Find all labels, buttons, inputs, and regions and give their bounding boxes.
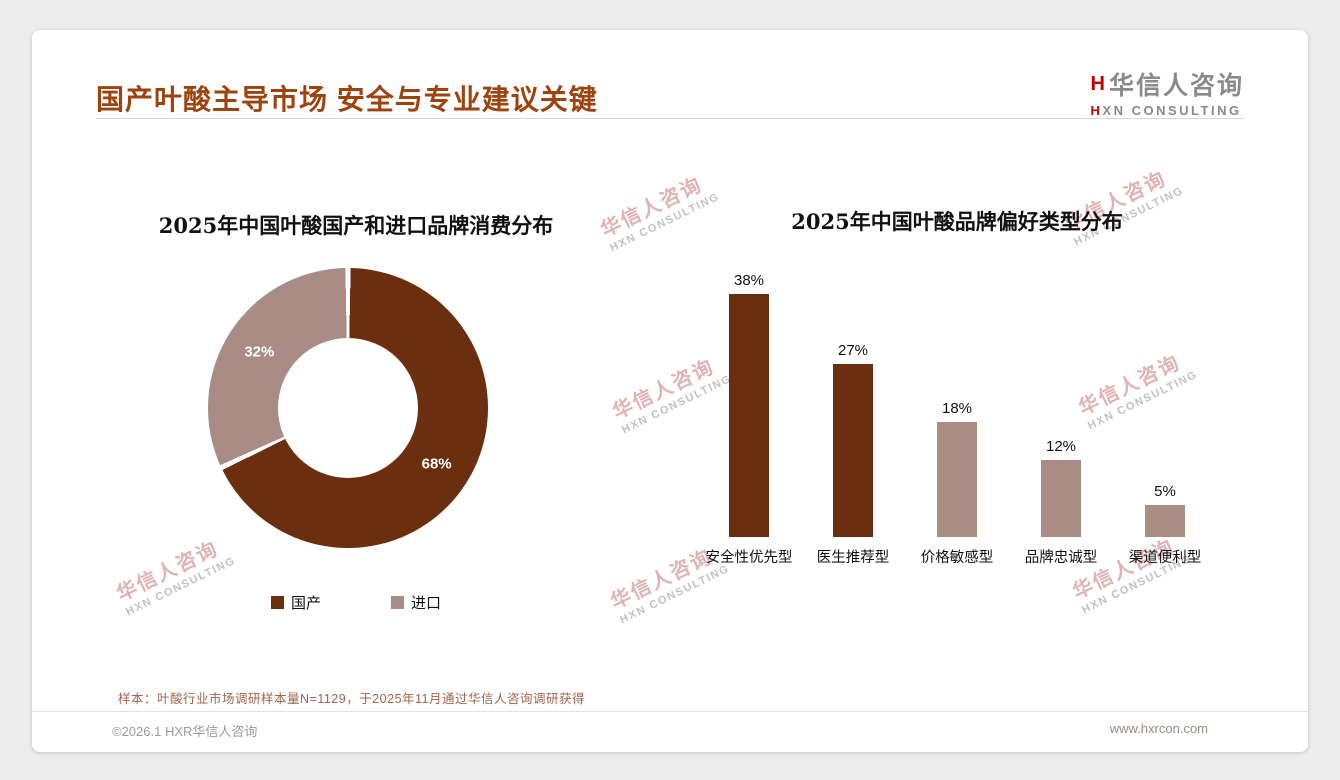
donut-legend: 国产 进口 <box>96 592 616 613</box>
bar-column: 12% 品牌忠诚型 <box>1009 268 1113 567</box>
donut-labels: 68% 32% <box>208 268 488 548</box>
bar <box>1041 460 1081 537</box>
logo-english-name: HXN CONSULTING <box>1091 103 1244 118</box>
bar-value-label: 18% <box>941 399 973 417</box>
bar <box>1145 505 1185 537</box>
company-logo: H 华信人咨询 HXN CONSULTING <box>1091 66 1244 118</box>
legend-label: 国产 <box>290 595 321 612</box>
donut-chart: 68% 32% <box>208 268 488 548</box>
footer-divider <box>32 711 1308 712</box>
bar <box>833 364 873 537</box>
watermark-en: HXN CONSULTING <box>618 562 732 627</box>
bar-column: 5% 渠道便利型 <box>1113 268 1217 567</box>
legend-label: 进口 <box>411 595 442 612</box>
legend-item: 国产 <box>270 592 321 613</box>
donut-slice-label: 68% <box>421 455 452 473</box>
legend-swatch <box>270 596 284 609</box>
copyright-text: ©2026.1 HXR华信人咨询 <box>112 724 258 739</box>
page-title: 国产叶酸主导市场 安全与专业建议关键 <box>96 84 598 115</box>
logo-english-h: H <box>1090 103 1103 118</box>
logo-english-rest: XN CONSULTING <box>1102 103 1242 118</box>
legend-swatch <box>391 596 404 609</box>
bar-chart-title: 2025年中国叶酸品牌偏好类型分布 <box>791 209 1123 234</box>
donut-slice-label: 32% <box>244 343 275 361</box>
bar-category-label: 品牌忠诚型 <box>1024 550 1098 566</box>
bar-category-label: 渠道便利型 <box>1128 550 1202 566</box>
website-text: www.hxrcon.com <box>1109 721 1208 736</box>
header-divider <box>96 118 1244 119</box>
legend-item: 进口 <box>391 592 441 613</box>
bar-column: 27% 医生推荐型 <box>801 268 905 567</box>
logo-chinese-name: 华信人咨询 <box>1108 72 1244 100</box>
donut-chart-title: 2025年中国叶酸国产和进口品牌消费分布 <box>158 213 554 238</box>
bar-category-label: 安全性优先型 <box>705 550 793 566</box>
logo-mark-icon: H <box>1090 72 1105 95</box>
bar-chart: 38% 安全性优先型 27% 医生推荐型 18% 价格敏感型 12% 品牌忠诚型 5% 渠道便利型 <box>697 268 1217 567</box>
slide-card: 华信人咨询 HXN CONSULTING 华信人咨询 HXN CONSULTIN… <box>32 30 1308 752</box>
bar <box>729 293 769 537</box>
bar-value-label: 38% <box>733 271 765 289</box>
bar-value-label: 12% <box>1045 438 1077 456</box>
bar-category-label: 医生推荐型 <box>816 550 890 566</box>
bar-value-label: 5% <box>1154 483 1176 500</box>
donut-hole <box>278 338 418 478</box>
bar-category-label: 价格敏感型 <box>920 550 994 566</box>
bar <box>937 421 977 537</box>
bar-column: 38% 安全性优先型 <box>697 268 801 567</box>
bar-value-label: 27% <box>837 342 869 360</box>
sample-footnote: 样本：叶酸行业市场调研样本量N=1129，于2025年11月通过华信人咨询调研获… <box>118 692 585 706</box>
bar-column: 18% 价格敏感型 <box>905 268 1009 567</box>
